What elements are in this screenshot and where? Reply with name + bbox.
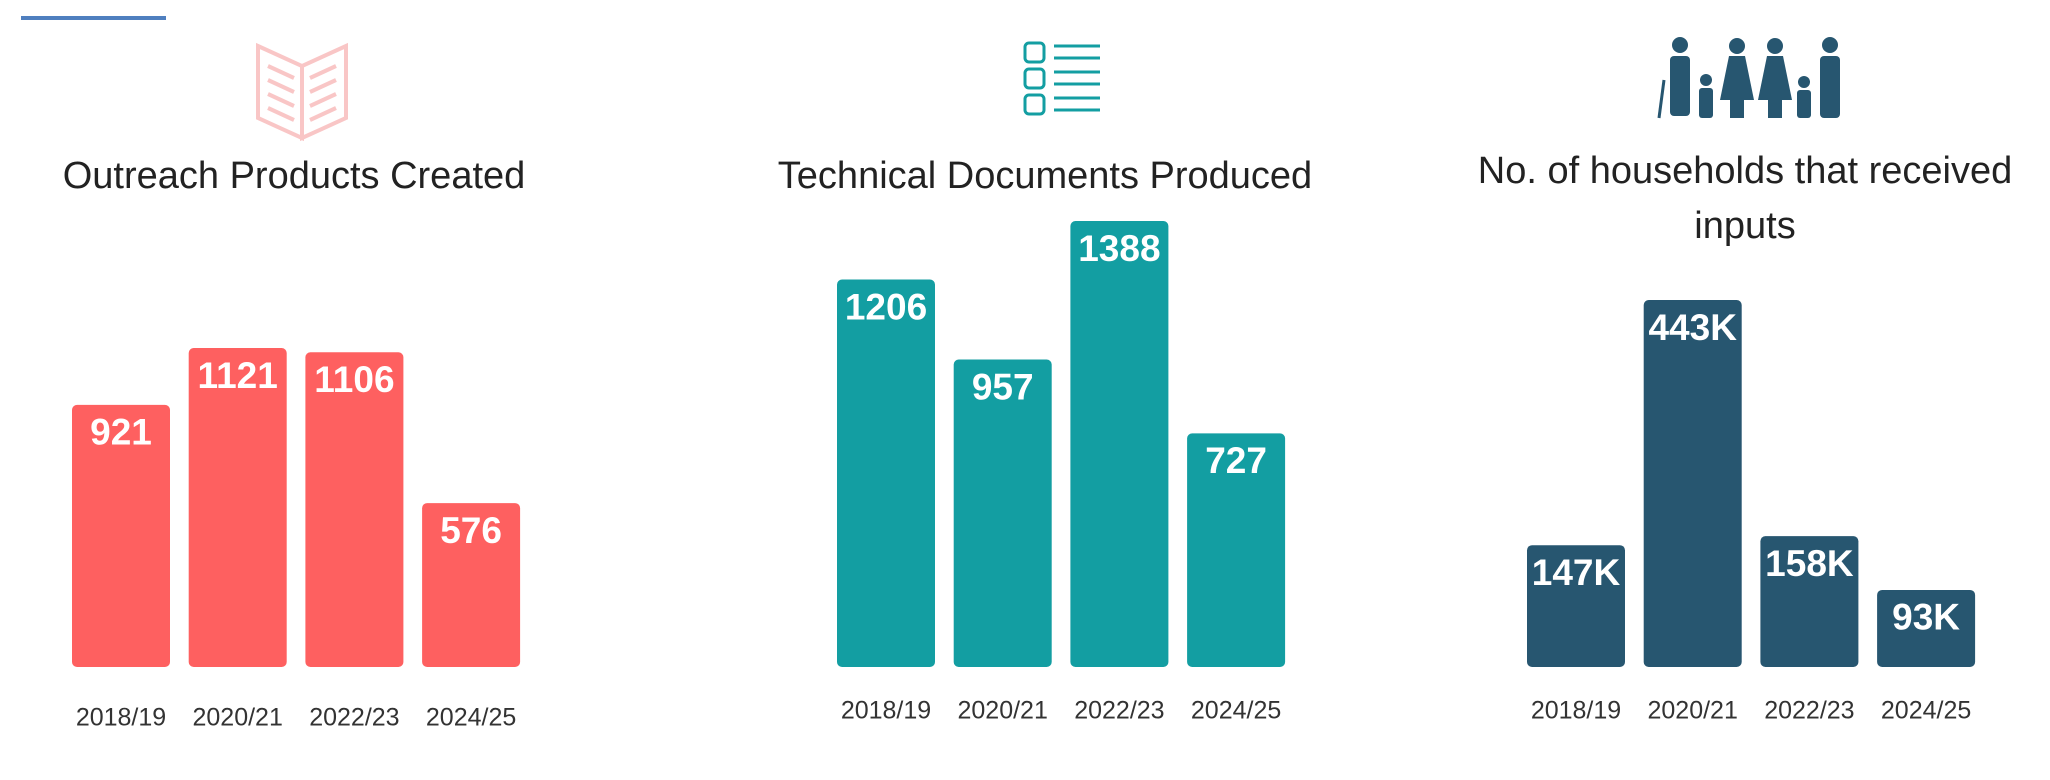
checklist-icon (1023, 41, 1100, 116)
value-label: 1388 (1078, 228, 1160, 269)
value-label: 727 (1205, 440, 1267, 481)
bar (1527, 545, 1625, 667)
value-label: 576 (440, 510, 502, 551)
bar (953, 359, 1052, 667)
bar (1760, 536, 1859, 667)
bar (1070, 221, 1169, 667)
x-tick-label: 2022/23 (309, 704, 399, 732)
bar (305, 352, 404, 667)
value-label: 93K (1892, 597, 1960, 638)
x-tick-label: 2020/21 (1648, 697, 1738, 725)
bar (1877, 589, 1976, 667)
chart-title: No. of households that received inputs (1477, 150, 2013, 247)
bar (837, 279, 935, 667)
book-icon (256, 42, 348, 142)
value-label: 443K (1648, 307, 1737, 348)
chart-title: Outreach Products Created (62, 155, 526, 197)
x-tick-label: 2018/19 (841, 697, 931, 725)
x-tick-label: 2022/23 (1764, 697, 1854, 725)
x-tick-label: 2024/25 (1191, 697, 1281, 725)
family-icon (1657, 37, 1840, 119)
bar (72, 404, 170, 667)
x-tick-label: 2018/19 (76, 704, 166, 732)
x-tick-label: 2018/19 (1531, 697, 1621, 725)
x-tick-label: 2024/25 (426, 704, 516, 732)
bar (1643, 300, 1742, 667)
value-label: 1121 (198, 355, 278, 396)
bar (422, 503, 521, 667)
value-label: 147K (1532, 552, 1621, 593)
value-label: 957 (972, 366, 1034, 407)
value-label: 1206 (845, 286, 927, 327)
chart-title: Technical Documents Produced (777, 155, 1313, 197)
value-label: 921 (90, 412, 152, 453)
value-label: 1106 (314, 359, 394, 400)
x-tick-label: 2020/21 (193, 704, 283, 732)
value-label: 158K (1765, 543, 1854, 584)
bar (1187, 433, 1286, 667)
bar (188, 348, 287, 667)
x-tick-label: 2022/23 (1074, 697, 1164, 725)
x-tick-label: 2024/25 (1881, 697, 1971, 725)
x-tick-label: 2020/21 (958, 697, 1048, 725)
